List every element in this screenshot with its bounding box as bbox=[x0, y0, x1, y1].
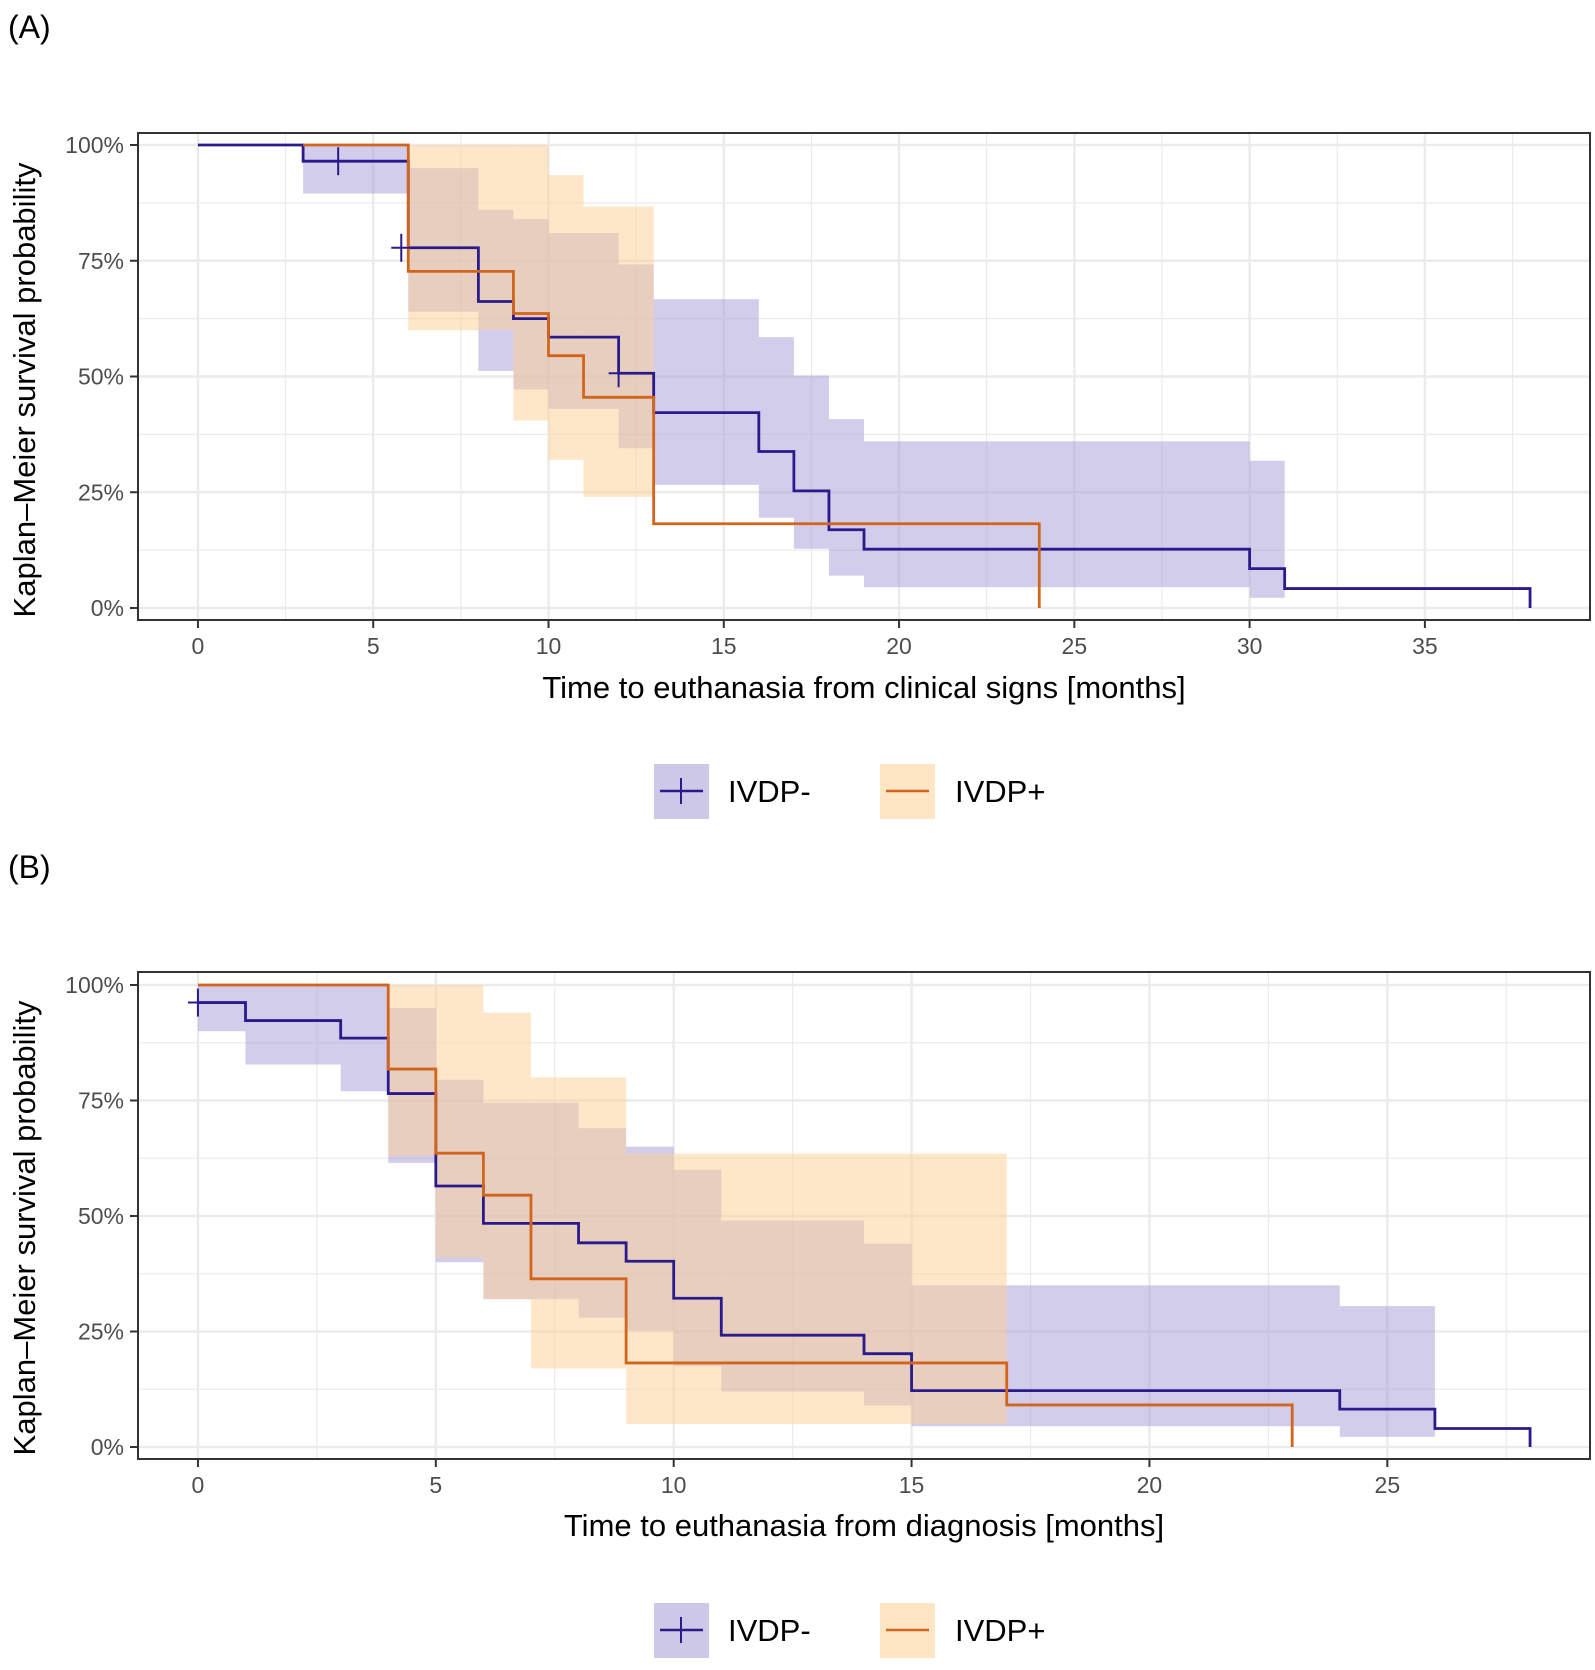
x-tick-label: 25 bbox=[1062, 633, 1088, 659]
y-tick-label: 0% bbox=[91, 1434, 124, 1460]
ivdp-neg-ci-band bbox=[864, 441, 1250, 588]
x-tick-label: 0 bbox=[192, 633, 205, 659]
x-tick-label: 5 bbox=[429, 1472, 442, 1498]
x-tick-label: 30 bbox=[1237, 633, 1263, 659]
ivdp-neg-ci-band bbox=[197, 985, 246, 1032]
ivdp-neg-ci-band bbox=[303, 145, 409, 194]
panel-b: (B) 0 5 10 15 20 25 0% 25% 50% 75% 100% Time to eu… bbox=[7, 849, 1591, 1658]
panel-a: (A) 0 5 10 15 20 25 30 35 0% 25% 50% 75% 100% Time t… bbox=[7, 9, 1591, 819]
legend-label-ivdp-pos-b: IVDP+ bbox=[955, 1613, 1045, 1648]
y-tick-label: 25% bbox=[78, 479, 124, 505]
x-tick-label: 5 bbox=[367, 633, 380, 659]
x-axis-title-b: Time to euthanasia from diagnosis [month… bbox=[564, 1508, 1164, 1543]
x-tick-label: 35 bbox=[1412, 633, 1438, 659]
x-tick-label: 20 bbox=[1137, 1472, 1163, 1498]
legend-label-ivdp-neg-a: IVDP- bbox=[728, 774, 811, 809]
ivdp-pos-ci-band bbox=[483, 1012, 531, 1300]
y-axis-title-a: Kaplan–Meier survival probability bbox=[7, 162, 42, 617]
legend-a: IVDP- IVDP+ bbox=[654, 764, 1045, 819]
ivdp-pos-ci-band bbox=[435, 985, 484, 1258]
ivdp-pos-ci-band bbox=[626, 1153, 1007, 1424]
ivdp-neg-ci-band bbox=[1339, 1306, 1435, 1437]
ivdp-neg-ci-band bbox=[653, 299, 759, 485]
y-tick-label: 100% bbox=[65, 972, 124, 998]
legend-b: IVDP- IVDP+ bbox=[654, 1603, 1045, 1658]
ivdp-pos-survival-line bbox=[197, 983, 1294, 1447]
ivdp-neg-ci-band bbox=[793, 375, 829, 549]
x-tick-label: 10 bbox=[536, 633, 562, 659]
ivdp-pos-ci-band bbox=[548, 175, 584, 460]
ivdp-neg-ci-band bbox=[1249, 460, 1285, 598]
x-tick-label: 10 bbox=[661, 1472, 687, 1498]
x-tick-label: 15 bbox=[711, 633, 737, 659]
y-tick-label: 0% bbox=[91, 595, 124, 621]
x-tick-label: 20 bbox=[886, 633, 912, 659]
y-tick-label: 75% bbox=[78, 248, 124, 274]
y-tick-label: 50% bbox=[78, 364, 124, 390]
x-tick-label: 15 bbox=[899, 1472, 925, 1498]
legend-label-ivdp-neg-b: IVDP- bbox=[728, 1613, 811, 1648]
legend-label-ivdp-pos-a: IVDP+ bbox=[955, 774, 1045, 809]
y-axis-title-b: Kaplan–Meier survival probability bbox=[7, 1000, 42, 1455]
ivdp-pos-ci-band bbox=[513, 145, 549, 421]
ivdp-pos-ci-band bbox=[408, 145, 514, 331]
x-tick-label: 0 bbox=[192, 1472, 205, 1498]
ivdp-neg-ci-band bbox=[758, 337, 794, 518]
panel-label-b: (B) bbox=[8, 849, 51, 885]
x-tick-label: 25 bbox=[1375, 1472, 1401, 1498]
y-tick-label: 25% bbox=[78, 1319, 124, 1345]
y-tick-label: 50% bbox=[78, 1203, 124, 1229]
ivdp-neg-ci-band bbox=[245, 985, 341, 1065]
x-axis-title-a: Time to euthanasia from clinical signs [… bbox=[542, 670, 1185, 705]
ivdp-neg-ci-band bbox=[828, 419, 864, 576]
y-tick-label: 75% bbox=[78, 1088, 124, 1114]
panel-label-a: (A) bbox=[8, 9, 51, 45]
ivdp-neg-survival-line bbox=[197, 1001, 1532, 1447]
y-tick-label: 100% bbox=[65, 132, 124, 158]
ivdp-pos-survival-line bbox=[303, 143, 1041, 608]
